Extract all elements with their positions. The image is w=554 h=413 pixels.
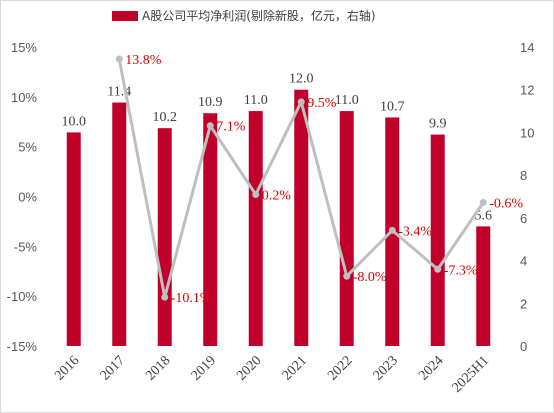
line-data-label: -10.1%	[171, 291, 212, 306]
category-label: 2020	[234, 353, 264, 383]
right-axis-tick-label: 10	[520, 125, 534, 140]
right-axis-tick-label: 8	[520, 168, 527, 183]
bar-data-label: 11.0	[244, 93, 268, 108]
bar-data-label: 5.6	[475, 208, 493, 223]
category-label: 2019	[189, 353, 219, 383]
right-axis-tick-label: 12	[520, 83, 534, 98]
line-point	[343, 272, 351, 280]
bar	[157, 128, 172, 346]
bar-data-label: 12.0	[289, 72, 314, 87]
bar	[430, 134, 445, 346]
bar	[203, 113, 218, 346]
bar-data-label: 10.9	[198, 95, 223, 110]
category-label: 2016	[52, 353, 82, 383]
category-label: 2017	[98, 353, 128, 383]
legend-swatch	[112, 11, 138, 21]
right-axis-tick-label: 2	[520, 296, 527, 311]
line-point	[297, 98, 305, 106]
bar	[294, 89, 309, 346]
left-axis-tick-label: -5%	[14, 239, 38, 254]
bar	[476, 226, 491, 346]
legend-label: A股公司平均净利润(剔除新股，亿元，右轴)	[142, 8, 376, 23]
bar-data-label: 10.0	[62, 114, 87, 129]
line-data-label: 7.1%	[216, 120, 246, 135]
line-data-label: -8.0%	[353, 270, 387, 285]
bar-data-label: 11.0	[335, 93, 359, 108]
line-data-label: -7.3%	[444, 263, 478, 278]
line-point	[115, 55, 123, 63]
line-data-label: -3.4%	[398, 224, 432, 239]
right-axis-tick-label: 4	[520, 254, 527, 269]
right-axis-tick-label: 14	[520, 40, 534, 55]
right-axis-tick-label: 0	[520, 339, 527, 354]
line-point	[206, 122, 214, 130]
line-point	[161, 293, 169, 301]
bar	[66, 132, 81, 346]
line-data-label: 9.5%	[307, 96, 337, 111]
category-label: 2025H1	[450, 353, 493, 396]
category-label: 2022	[325, 353, 355, 383]
left-axis-tick-label: 5%	[18, 140, 37, 155]
left-axis-tick-label: 15%	[11, 40, 37, 55]
bar	[339, 111, 354, 346]
bar-data-label: 9.9	[429, 117, 447, 132]
bar	[248, 111, 263, 346]
line-point	[388, 226, 396, 234]
left-axis-tick-label: 0%	[18, 190, 37, 205]
line-point	[434, 265, 442, 273]
left-axis-tick-label: 10%	[11, 90, 37, 105]
category-label: 2021	[280, 353, 310, 383]
right-axis-tick-label: 6	[520, 211, 527, 226]
bar	[112, 102, 127, 347]
line-data-label: 13.8%	[125, 53, 162, 68]
legend: A股公司平均净利润(剔除新股，亿元，右轴)	[112, 8, 376, 23]
left-axis-tick-label: -10%	[7, 289, 38, 304]
left-axis-tick-label: -15%	[7, 339, 38, 354]
category-label: 2024	[416, 353, 446, 383]
category-label: 2023	[371, 353, 401, 383]
line-point	[252, 191, 260, 199]
line-data-label: 0.2%	[262, 189, 292, 204]
line-point	[479, 198, 487, 206]
line-data-label: -0.6%	[489, 196, 523, 211]
bar-data-label: 10.2	[153, 110, 178, 125]
category-label: 2018	[143, 353, 173, 383]
bar-data-label: 10.7	[380, 99, 405, 114]
